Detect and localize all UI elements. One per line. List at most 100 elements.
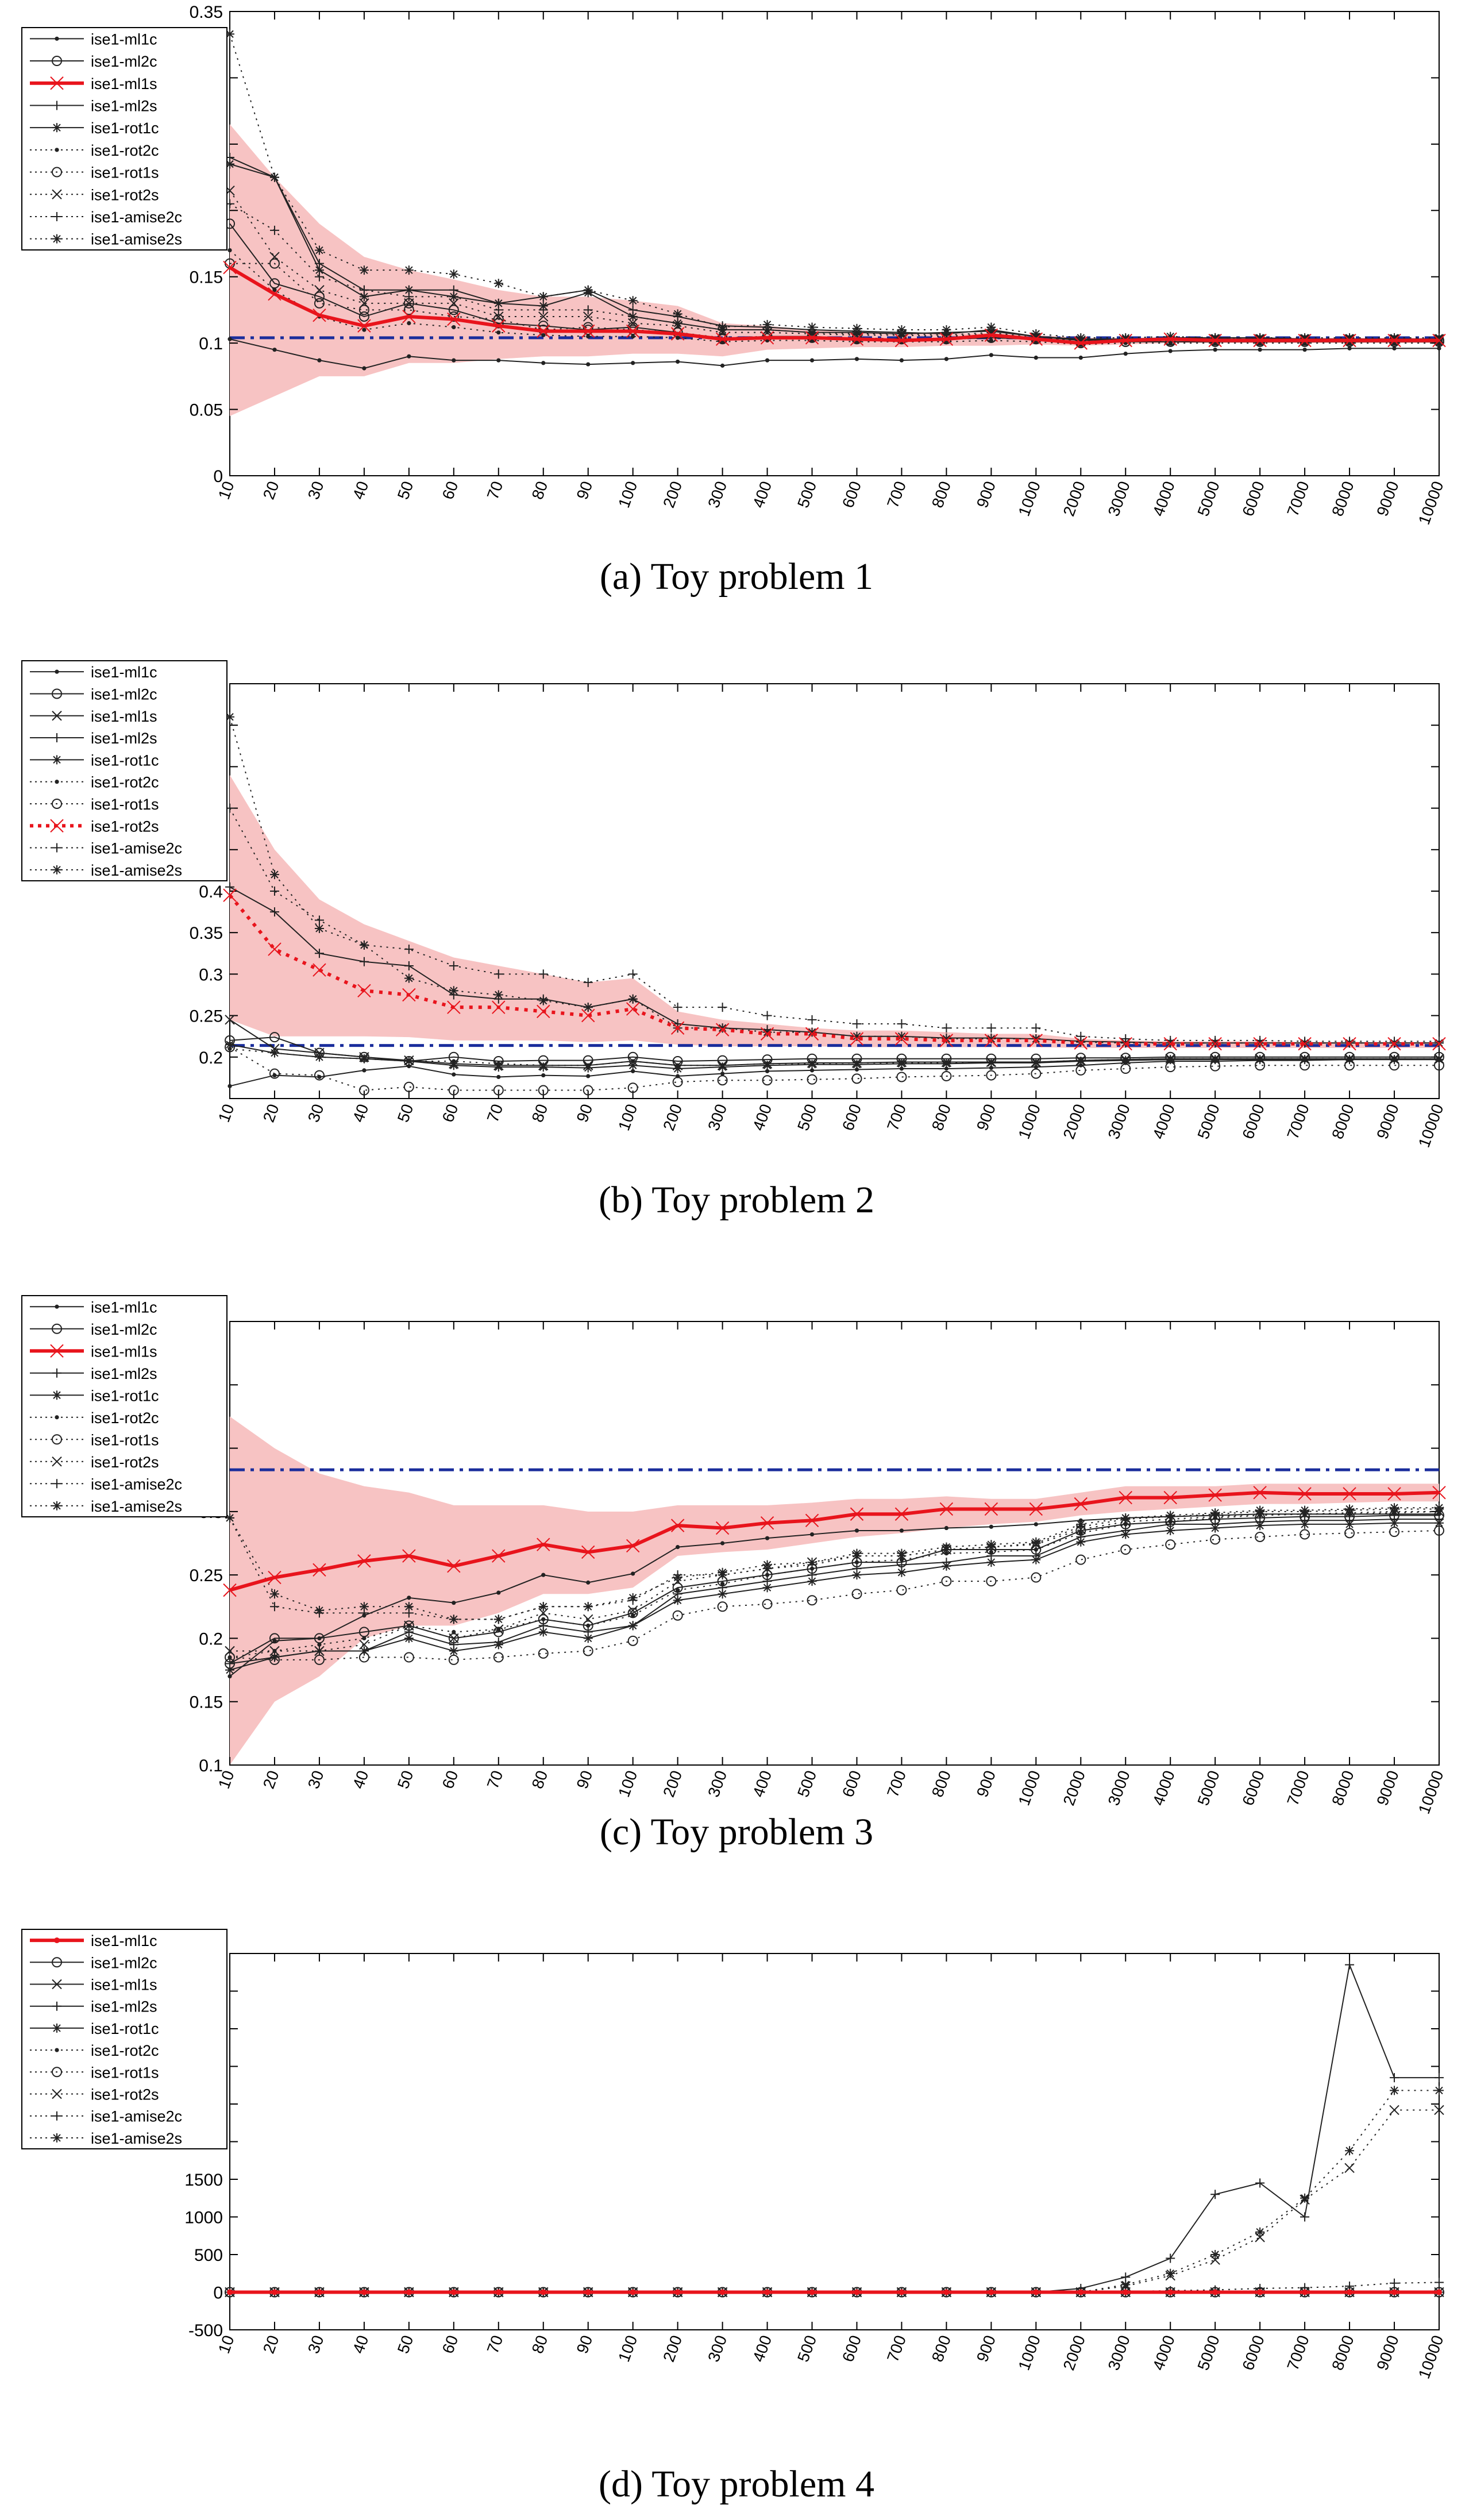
data-point bbox=[1255, 1038, 1265, 1048]
data-point bbox=[1034, 1547, 1038, 1552]
legend-entry: ise1-rot2s bbox=[30, 818, 159, 835]
data-point bbox=[765, 1061, 770, 1066]
data-point bbox=[720, 1072, 725, 1076]
data-point bbox=[1213, 1057, 1217, 1061]
data-point bbox=[760, 331, 774, 345]
data-point bbox=[538, 311, 549, 322]
data-point bbox=[449, 1633, 459, 1644]
data-point bbox=[269, 1646, 280, 1656]
data-point bbox=[269, 258, 280, 269]
data-point bbox=[989, 1065, 993, 1070]
data-point bbox=[404, 285, 414, 295]
y-tick-label: 1000 bbox=[184, 2209, 223, 2228]
data-point bbox=[314, 245, 324, 255]
data-point bbox=[670, 1519, 685, 1532]
x-tick-label: 600 bbox=[839, 1101, 865, 1133]
data-point bbox=[1302, 348, 1307, 352]
legend-marker bbox=[55, 2048, 59, 2052]
data-point bbox=[269, 252, 280, 262]
data-point bbox=[317, 1074, 322, 1080]
legend-label: ise1-ml2c bbox=[91, 53, 157, 70]
data-point bbox=[628, 311, 638, 321]
data-point bbox=[314, 265, 324, 275]
data-point bbox=[1210, 333, 1220, 342]
data-point bbox=[941, 1576, 952, 1587]
data-point bbox=[493, 1615, 503, 1624]
legend-entry: ise1-rot2c bbox=[30, 1409, 159, 1427]
data-point bbox=[1258, 348, 1262, 352]
data-point bbox=[314, 915, 324, 925]
data-point bbox=[988, 2289, 994, 2295]
data-point bbox=[538, 1602, 548, 1612]
legend-entry: ise1-ml1s bbox=[30, 708, 157, 725]
x-tick-label: 400 bbox=[749, 1101, 775, 1133]
data-point bbox=[225, 1042, 235, 1053]
data-point bbox=[984, 328, 998, 342]
data-point bbox=[407, 1596, 411, 1600]
data-point bbox=[447, 312, 461, 326]
x-tick-label: 10000 bbox=[1415, 1768, 1447, 1816]
legend-label: ise1-rot1s bbox=[91, 796, 159, 813]
data-point bbox=[269, 1068, 280, 1079]
data-point bbox=[452, 358, 456, 363]
panel-d: -500050010001500200025003000350040004500… bbox=[21, 1929, 1447, 2505]
data-point bbox=[452, 1059, 456, 1064]
data-point bbox=[493, 1624, 504, 1635]
data-point bbox=[268, 942, 282, 956]
legend-entry: ise1-rot1s bbox=[30, 1431, 159, 1448]
data-point bbox=[1435, 2278, 1444, 2287]
data-point bbox=[765, 1069, 770, 1073]
legend-entry: ise1-ml2c bbox=[30, 685, 157, 703]
data-point bbox=[1343, 1036, 1356, 1051]
data-point bbox=[762, 319, 772, 329]
data-point bbox=[1121, 333, 1131, 342]
data-point bbox=[358, 1652, 369, 1663]
data-point bbox=[1210, 1523, 1220, 1533]
legend-label: ise1-ml1c bbox=[91, 664, 157, 681]
data-point bbox=[1074, 1497, 1088, 1511]
x-tick-label: 70 bbox=[484, 1101, 507, 1124]
x-tick-label: 8000 bbox=[1328, 1101, 1357, 1141]
legend-marker bbox=[52, 1434, 62, 1445]
data-point bbox=[676, 1063, 680, 1068]
legend-entry: ise1-ml2c bbox=[30, 53, 157, 70]
x-tick-label: 800 bbox=[928, 479, 954, 510]
x-tick-label: 5000 bbox=[1194, 1768, 1223, 1808]
data-point bbox=[1031, 1068, 1042, 1079]
x-tick-label: 4000 bbox=[1149, 2333, 1178, 2372]
data-point bbox=[631, 334, 635, 339]
data-point bbox=[628, 296, 638, 306]
data-point bbox=[404, 298, 414, 309]
data-point bbox=[807, 1577, 817, 1586]
data-point bbox=[1389, 1527, 1400, 1538]
data-point bbox=[807, 1595, 818, 1606]
legend-box bbox=[21, 27, 227, 251]
data-point bbox=[314, 298, 325, 309]
legend-entry: ise1-amise2c bbox=[30, 2108, 182, 2125]
data-point bbox=[765, 358, 770, 363]
series-line bbox=[229, 265, 1439, 345]
data-point bbox=[538, 996, 548, 1005]
data-point bbox=[944, 1066, 949, 1071]
legend-marker bbox=[55, 780, 59, 784]
data-point bbox=[897, 1548, 907, 1558]
data-point bbox=[673, 309, 682, 319]
data-point bbox=[1031, 329, 1041, 338]
data-point bbox=[496, 1074, 501, 1080]
y-tick-label: 0 bbox=[213, 467, 223, 486]
data-point bbox=[1344, 1528, 1355, 1539]
series-line bbox=[229, 716, 1439, 1044]
data-point bbox=[1210, 2250, 1220, 2259]
data-point bbox=[989, 1059, 993, 1065]
y-tick-label: 0.35 bbox=[190, 3, 223, 22]
x-tick-label: 20 bbox=[260, 1768, 283, 1791]
data-point bbox=[1034, 355, 1038, 360]
data-point bbox=[1298, 1487, 1312, 1501]
data-point bbox=[896, 1072, 907, 1082]
caption: (d) Toy problem 4 bbox=[599, 2463, 874, 2505]
legend-label: ise1-amise2s bbox=[91, 231, 182, 248]
data-point bbox=[939, 332, 954, 346]
data-point bbox=[720, 1541, 725, 1546]
legend-marker bbox=[52, 1390, 61, 1400]
